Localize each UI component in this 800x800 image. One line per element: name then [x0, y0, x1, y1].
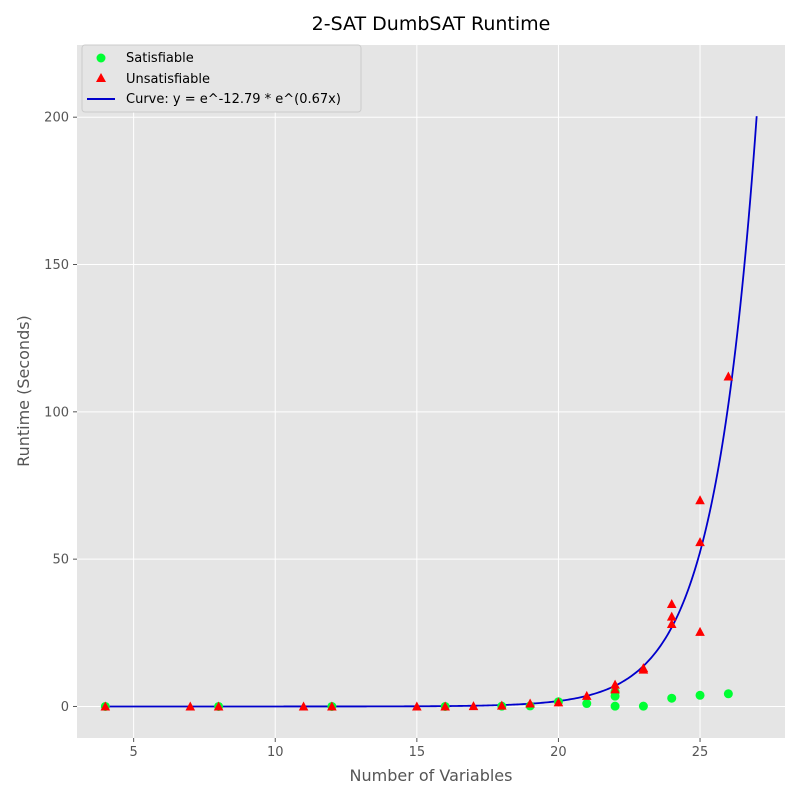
satisfiable-point: [610, 701, 620, 711]
x-tick-label: 15: [409, 745, 426, 760]
satisfiable-point: [695, 690, 705, 700]
unsatisfiable-point: [695, 537, 705, 547]
unsatisfiable-point: [723, 371, 734, 381]
x-axis-ticks: 5 10 15 20 25: [129, 738, 708, 760]
y-tick-label: 200: [44, 111, 69, 126]
x-tick-label: 20: [550, 745, 567, 760]
x-tick-label: 5: [129, 745, 137, 760]
satisfiable-point: [610, 691, 620, 701]
unsatisfiable-point: [100, 701, 111, 711]
y-axis-ticks: 0 50 100 150 200: [44, 111, 77, 715]
chart-title: 2-SAT DumbSAT Runtime: [312, 13, 551, 35]
legend-satisfiable-marker: [96, 53, 106, 63]
x-tick-label: 25: [692, 745, 709, 760]
legend-satisfiable-label: Satisfiable: [126, 51, 194, 66]
unsatisfiable-point: [695, 626, 705, 636]
legend-curve-label: Curve: y = e^-12.79 * e^(0.67x): [126, 92, 341, 107]
y-tick-label: 150: [44, 258, 69, 273]
unsatisfiable-point: [610, 684, 620, 694]
unsatisfiable-point: [525, 698, 535, 708]
legend-box: [81, 44, 362, 113]
points-layer: [100, 371, 734, 711]
x-axis-label: Number of Variables: [350, 766, 513, 785]
satisfiable-point: [723, 689, 733, 699]
unsatisfiable-point: [468, 701, 479, 711]
satisfiable-point: [667, 693, 677, 703]
unsatisfiable-point: [298, 701, 309, 711]
unsatisfiable-point: [638, 663, 649, 673]
unsatisfiable-point: [185, 701, 196, 711]
unsatisfiable-point: [412, 701, 422, 711]
y-tick-label: 0: [61, 700, 69, 715]
unsatisfiable-point: [213, 701, 224, 711]
legend-unsatisfiable-marker: [96, 73, 106, 82]
unsatisfiable-point: [440, 701, 450, 711]
legend-unsatisfiable-label: Unsatisfiable: [126, 72, 210, 87]
unsatisfiable-point: [581, 690, 592, 700]
unsatisfiable-point: [610, 679, 620, 689]
unsatisfiable-point: [497, 700, 507, 710]
x-tick-label: 10: [267, 745, 284, 760]
unsatisfiable-point: [666, 611, 677, 621]
legend: Satisfiable Unsatisfiable Curve: y = e^-…: [81, 44, 362, 113]
y-tick-label: 100: [44, 405, 69, 420]
plot-background: [77, 45, 785, 738]
curve-layer: [105, 116, 758, 708]
unsatisfiable-point: [327, 701, 337, 711]
fit-curve-line: [105, 116, 758, 708]
unsatisfiable-point: [553, 697, 564, 707]
unsatisfiable-point: [666, 598, 677, 608]
unsatisfiable-point: [695, 495, 705, 505]
satisfiable-point: [638, 701, 648, 711]
y-axis-label: Runtime (Seconds): [14, 315, 33, 467]
unsatisfiable-point: [666, 618, 677, 628]
satisfiable-point: [582, 699, 592, 709]
y-tick-label: 50: [52, 553, 69, 568]
